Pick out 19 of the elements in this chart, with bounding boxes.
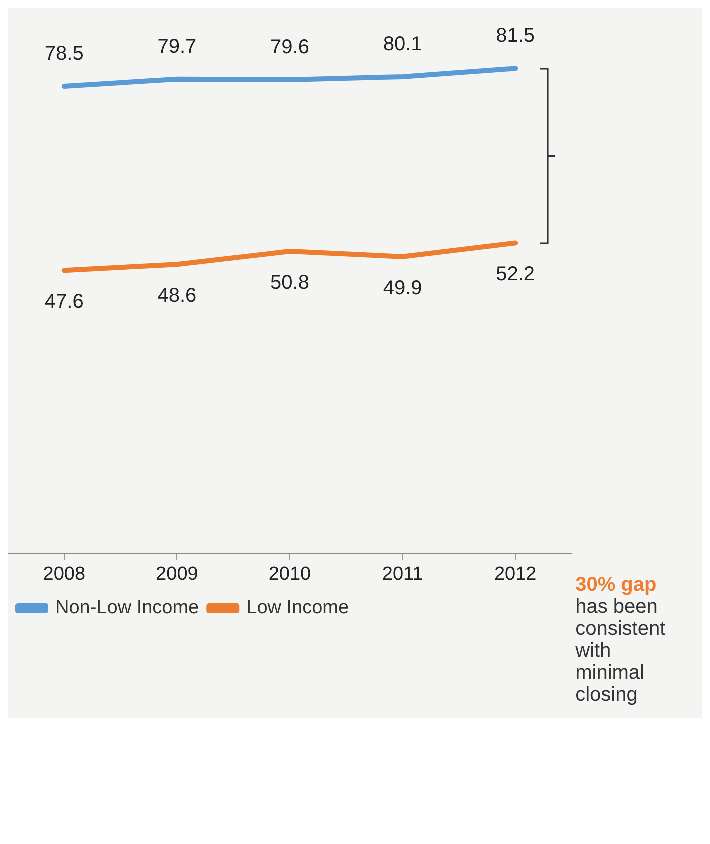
text: 30% gap [576,574,658,596]
x-tick-label: 2009 [156,564,198,585]
data-label: 78.5 [44,43,84,66]
data-label: 49.9 [383,277,422,300]
data-label: 80.1 [383,34,422,56]
legend-label: Low Income [246,598,350,619]
x-tick-label: 2011 [382,564,424,585]
data-label: 81.5 [496,25,536,48]
data-label: 48.6 [158,285,197,308]
data-label: 47.6 [44,291,84,314]
legend-label: Non-Low Income [56,598,200,619]
text: has been consistent with minimal closing [576,596,667,706]
x-tick-label: 2008 [43,564,86,585]
x-tick-label: 2012 [494,564,537,585]
data-label: 52.2 [496,264,536,286]
x-tick-label: 2010 [268,564,312,585]
data-label: 79.6 [270,36,310,58]
data-label: 50.8 [270,272,310,294]
data-label: 79.7 [158,36,197,58]
